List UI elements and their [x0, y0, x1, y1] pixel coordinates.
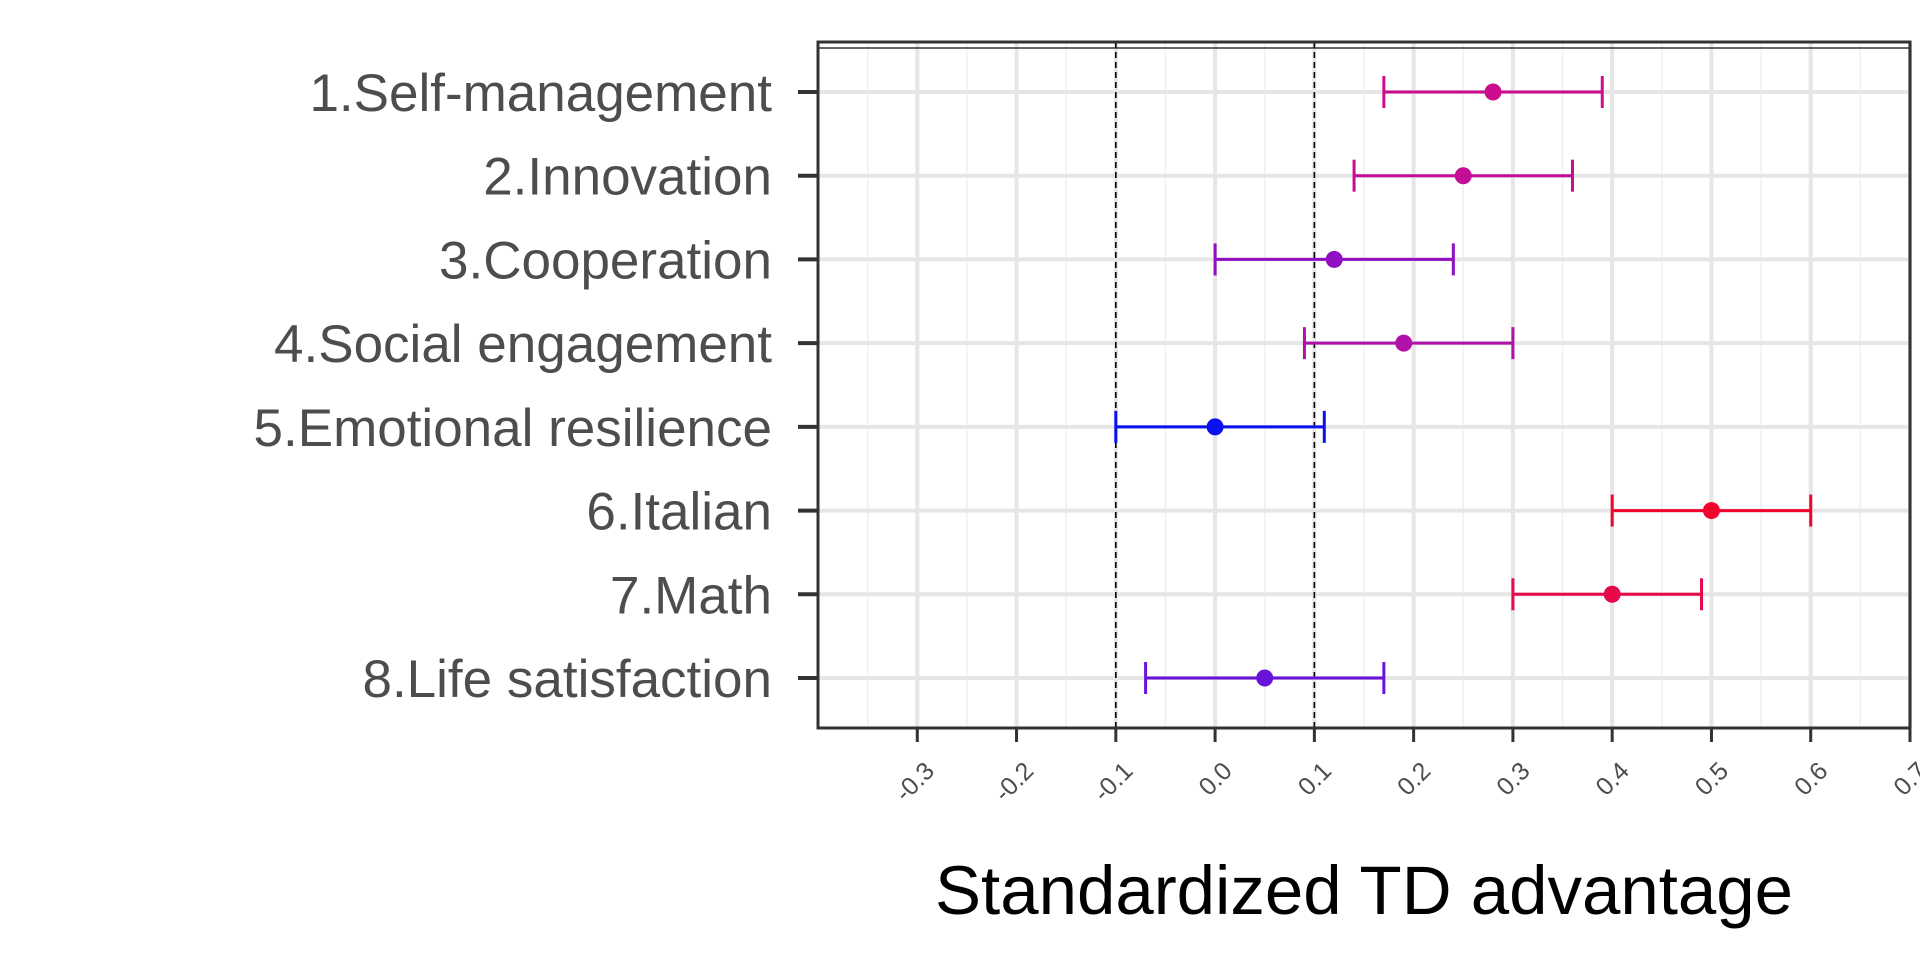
x-tick-label: 0.6 [1789, 757, 1833, 801]
forest-row [1114, 410, 1326, 443]
x-tick-label: 0.2 [1392, 757, 1436, 801]
x-tick-label: 0.1 [1293, 757, 1337, 801]
category-label: 7.Math [610, 566, 772, 625]
x-tick-label: 0.3 [1491, 757, 1535, 801]
category-label: 8.Life satisfaction [362, 650, 772, 709]
category-label: 5.Emotional resilience [254, 399, 772, 458]
point-estimate [1206, 418, 1224, 436]
panel-border [816, 40, 1912, 730]
reference-lines [1115, 42, 1316, 728]
forest-row [1302, 327, 1515, 360]
x-axis-ticks: -0.3 -0.2 -0.1 0.0 0.1 0.2 0.3 0.4 0.5 0.6 0.7 [890, 728, 1920, 807]
category-label: 4.Social engagement [274, 315, 772, 374]
x-tick-label: 0.4 [1590, 757, 1634, 801]
point-estimate [1603, 585, 1621, 603]
forest-row [1382, 76, 1604, 108]
x-tick-label: 0.5 [1690, 757, 1734, 801]
point-estimate [1256, 669, 1274, 687]
point-estimate [1395, 334, 1413, 352]
y-axis-ticks: 1.Self-management 2.Innovation 3.Cooperati… [254, 64, 818, 709]
x-tick-label: -0.3 [890, 757, 940, 807]
data-series [1114, 76, 1813, 694]
forest-row [1610, 494, 1813, 527]
category-label: 1.Self-management [309, 64, 772, 123]
x-tick-label: -0.2 [989, 757, 1039, 807]
point-estimate [1702, 502, 1720, 520]
point-estimate [1454, 167, 1472, 185]
category-label: 2.Innovation [483, 148, 772, 207]
forest-row [1352, 159, 1574, 192]
forest-row [1213, 243, 1455, 276]
x-tick-label: 0.7 [1888, 757, 1920, 801]
category-label: 3.Cooperation [439, 231, 772, 290]
forest-row [1144, 662, 1386, 694]
forest-row [1511, 578, 1704, 611]
x-axis-title: Standardized TD advantage [935, 852, 1793, 929]
x-tick-label: -0.1 [1088, 757, 1138, 807]
point-estimate [1484, 83, 1502, 101]
x-tick-label: 0.0 [1193, 757, 1237, 801]
category-label: 6.Italian [586, 483, 772, 542]
point-estimate [1325, 250, 1343, 268]
